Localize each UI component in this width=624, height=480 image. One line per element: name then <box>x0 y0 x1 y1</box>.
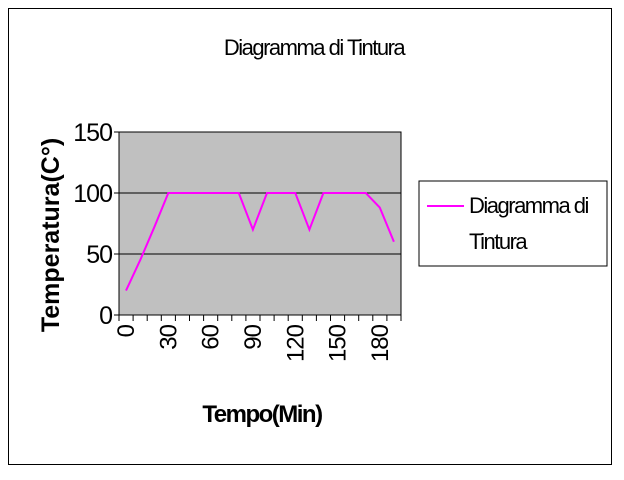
series-group <box>125 192 395 292</box>
x-tick-label-180: 180 <box>367 324 394 362</box>
x-tick-label-60: 60 <box>198 324 225 349</box>
chart-frame: Diagramma di Tintura 0 50 100 150 0 30 60 90 12… <box>8 8 612 465</box>
series-line-0 <box>125 192 395 292</box>
x-tick-label-30: 30 <box>155 324 182 349</box>
legend-box <box>418 180 608 267</box>
legend-label-line-2: Tintura <box>469 229 528 254</box>
y-axis-label: Temperatura(C°) <box>37 138 65 332</box>
legend-label-line-1: Diagramma di <box>469 193 589 218</box>
x-tick-label-150: 150 <box>325 324 352 362</box>
x-axis-label: Tempo(Min) <box>202 401 322 428</box>
x-tick-label-90: 90 <box>240 324 267 349</box>
chart-svg: Diagramma di Tintura 0 50 100 150 0 30 60 90 12… <box>37 35 608 428</box>
y-tick-label-150: 150 <box>73 119 112 147</box>
x-tick-label-120: 120 <box>282 324 309 362</box>
x-tick-label-0: 0 <box>113 324 140 337</box>
plot-area <box>118 131 402 316</box>
y-ticks: 0 50 100 150 <box>73 119 119 330</box>
x-ticks: 0 30 60 90 120 150 180 <box>113 315 402 362</box>
y-tick-label-50: 50 <box>86 241 112 269</box>
y-tick-label-100: 100 <box>73 180 112 208</box>
chart-title: Diagramma di Tintura <box>224 35 407 60</box>
y-tick-label-0: 0 <box>99 302 112 330</box>
